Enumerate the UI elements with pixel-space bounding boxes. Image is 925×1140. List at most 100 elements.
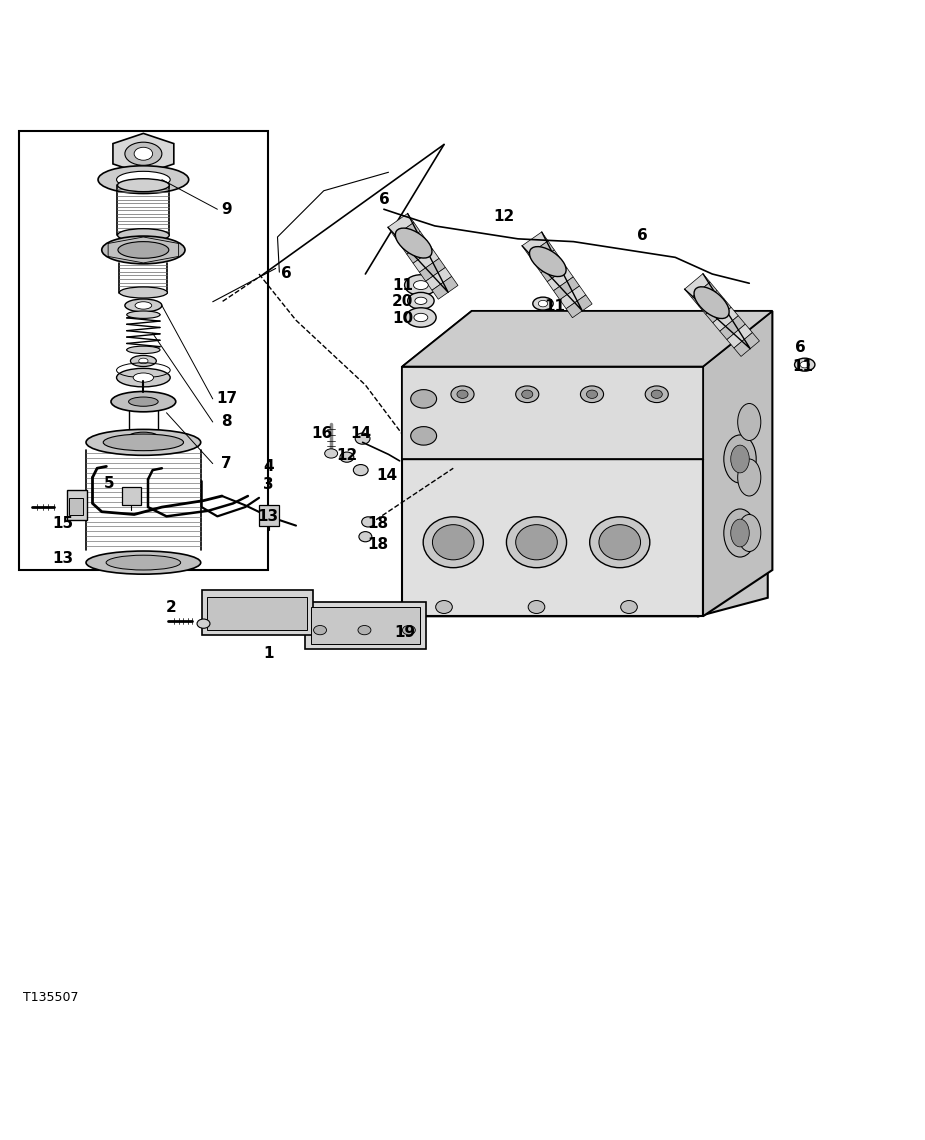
Ellipse shape: [533, 298, 553, 310]
Text: 12: 12: [494, 209, 514, 225]
Ellipse shape: [133, 373, 154, 382]
Text: T135507: T135507: [23, 991, 79, 1004]
Ellipse shape: [98, 165, 189, 194]
Text: 8: 8: [221, 415, 232, 430]
Ellipse shape: [125, 299, 162, 312]
Polygon shape: [413, 250, 439, 272]
Ellipse shape: [340, 453, 353, 462]
Ellipse shape: [129, 397, 158, 406]
Ellipse shape: [130, 356, 156, 366]
Ellipse shape: [86, 551, 201, 575]
Text: 7: 7: [221, 456, 232, 471]
Bar: [18, 131, 268, 570]
Text: 15: 15: [53, 516, 73, 531]
Ellipse shape: [424, 516, 483, 568]
Ellipse shape: [404, 275, 438, 295]
Ellipse shape: [516, 386, 538, 402]
Ellipse shape: [436, 601, 452, 613]
Ellipse shape: [353, 465, 368, 475]
Ellipse shape: [522, 390, 533, 398]
Ellipse shape: [127, 311, 160, 318]
Polygon shape: [692, 282, 717, 306]
Polygon shape: [426, 268, 451, 291]
Polygon shape: [407, 241, 433, 263]
Polygon shape: [720, 316, 746, 340]
Ellipse shape: [738, 514, 760, 552]
Polygon shape: [713, 308, 738, 332]
Polygon shape: [419, 259, 446, 282]
Text: 17: 17: [216, 391, 237, 406]
Ellipse shape: [125, 142, 162, 165]
Bar: [69, 498, 83, 514]
Ellipse shape: [106, 555, 180, 570]
Ellipse shape: [529, 246, 566, 277]
Ellipse shape: [117, 229, 169, 242]
Text: 14: 14: [376, 469, 397, 483]
Ellipse shape: [538, 300, 548, 307]
Ellipse shape: [646, 386, 668, 402]
Ellipse shape: [135, 302, 152, 309]
Polygon shape: [402, 311, 768, 422]
Text: 11: 11: [545, 299, 565, 314]
Polygon shape: [566, 295, 592, 318]
Polygon shape: [727, 324, 752, 348]
Polygon shape: [402, 366, 703, 459]
Ellipse shape: [738, 459, 760, 496]
Ellipse shape: [355, 433, 370, 445]
Text: 6: 6: [281, 267, 292, 282]
Polygon shape: [698, 291, 724, 315]
Text: 1: 1: [263, 645, 274, 661]
Polygon shape: [541, 259, 567, 282]
Ellipse shape: [731, 519, 749, 547]
Text: 3: 3: [263, 478, 274, 492]
Polygon shape: [560, 286, 586, 309]
Text: 4: 4: [263, 459, 274, 474]
Ellipse shape: [800, 361, 809, 368]
Ellipse shape: [119, 287, 167, 298]
Ellipse shape: [507, 516, 566, 568]
Ellipse shape: [621, 601, 637, 613]
Ellipse shape: [598, 524, 640, 560]
Text: 6: 6: [795, 341, 806, 356]
Ellipse shape: [589, 516, 649, 568]
Polygon shape: [684, 274, 710, 298]
Ellipse shape: [86, 430, 201, 455]
Ellipse shape: [197, 619, 210, 628]
Ellipse shape: [395, 228, 432, 258]
Ellipse shape: [118, 242, 168, 259]
Ellipse shape: [723, 435, 757, 483]
Ellipse shape: [723, 508, 757, 557]
Ellipse shape: [358, 626, 371, 635]
Bar: [311, 606, 420, 644]
Text: 11: 11: [392, 278, 413, 293]
Text: 2: 2: [166, 600, 177, 614]
Ellipse shape: [738, 404, 760, 440]
Polygon shape: [401, 231, 426, 254]
Ellipse shape: [457, 390, 468, 398]
Ellipse shape: [405, 308, 437, 327]
Polygon shape: [402, 366, 703, 617]
Text: 10: 10: [392, 311, 413, 326]
Ellipse shape: [528, 601, 545, 613]
Ellipse shape: [651, 390, 662, 398]
Text: 16: 16: [312, 425, 332, 440]
Ellipse shape: [102, 236, 185, 263]
Ellipse shape: [362, 516, 375, 527]
Text: 18: 18: [367, 516, 388, 531]
Polygon shape: [113, 133, 174, 174]
Text: 6: 6: [637, 228, 648, 243]
Text: 19: 19: [395, 626, 415, 641]
Ellipse shape: [111, 391, 176, 412]
Text: 12: 12: [337, 448, 357, 463]
Polygon shape: [698, 311, 768, 617]
Ellipse shape: [314, 626, 327, 635]
Polygon shape: [394, 222, 420, 245]
Ellipse shape: [117, 179, 169, 192]
Text: 9: 9: [221, 202, 232, 217]
Polygon shape: [522, 231, 548, 254]
Ellipse shape: [694, 287, 729, 318]
Ellipse shape: [581, 386, 603, 402]
Bar: [259, 505, 279, 526]
Text: 20: 20: [391, 294, 413, 309]
Polygon shape: [402, 311, 772, 366]
